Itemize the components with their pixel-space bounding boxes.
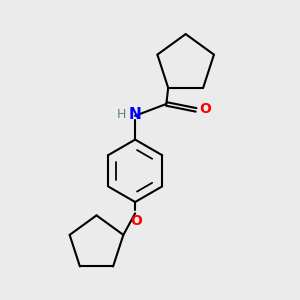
Text: N: N: [129, 107, 142, 122]
Text: H: H: [116, 108, 126, 121]
Text: O: O: [200, 102, 211, 116]
Text: O: O: [130, 214, 142, 228]
